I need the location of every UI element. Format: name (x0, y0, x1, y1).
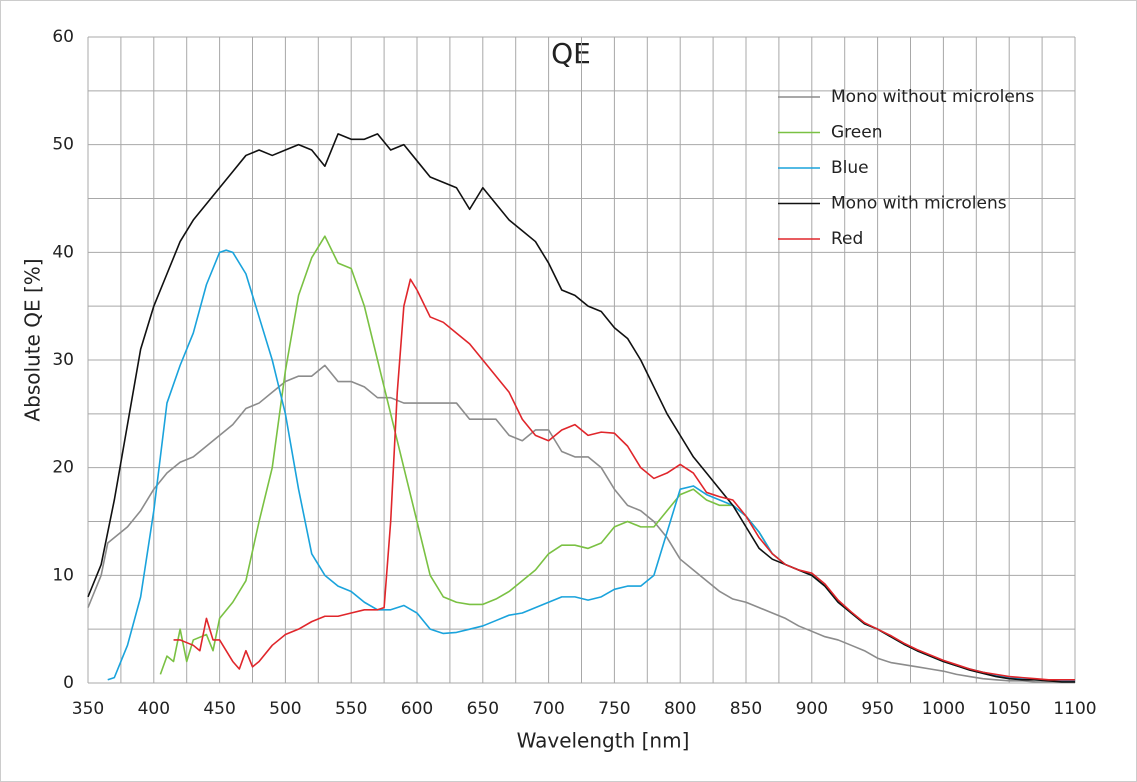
x-tick-label: 1050 (988, 699, 1031, 719)
x-tick-label: 900 (796, 699, 828, 719)
y-tick-label: 10 (52, 565, 74, 585)
y-tick-label: 40 (52, 242, 74, 262)
y-tick-label: 20 (52, 458, 74, 478)
chart-title: QE (551, 37, 591, 70)
x-tick-label: 1000 (922, 699, 965, 719)
series-line (87, 364, 1075, 683)
series-line (87, 133, 1075, 683)
x-tick-label: 800 (664, 699, 696, 719)
legend-label: Green (831, 123, 882, 143)
x-tick-label: 750 (598, 699, 630, 719)
x-tick-label: 500 (269, 699, 301, 719)
x-tick-label: 400 (138, 699, 170, 719)
x-tick-label: 650 (467, 699, 499, 719)
y-tick-label: 50 (52, 135, 74, 155)
legend-label: Blue (831, 158, 869, 178)
x-axis-label: Wavelength [nm] (517, 729, 690, 753)
x-tick-label: 1100 (1053, 699, 1096, 719)
x-tick-label: 550 (335, 699, 367, 719)
y-axis-label: Absolute QE [%] (21, 258, 45, 421)
x-tick-label: 700 (532, 699, 564, 719)
x-tick-label: 600 (401, 699, 433, 719)
x-tick-label: 350 (72, 699, 104, 719)
x-tick-label: 950 (861, 699, 893, 719)
series-line (173, 278, 1075, 681)
legend-label: Red (831, 229, 863, 249)
y-tick-label: 30 (52, 350, 74, 370)
x-tick-label: 850 (730, 699, 762, 719)
y-tick-label: 60 (52, 27, 74, 47)
legend-label: Mono with microlens (831, 194, 1007, 214)
y-tick-label: 0 (63, 673, 74, 693)
x-tick-label: 450 (203, 699, 235, 719)
legend-label: Mono without microlens (831, 87, 1035, 107)
